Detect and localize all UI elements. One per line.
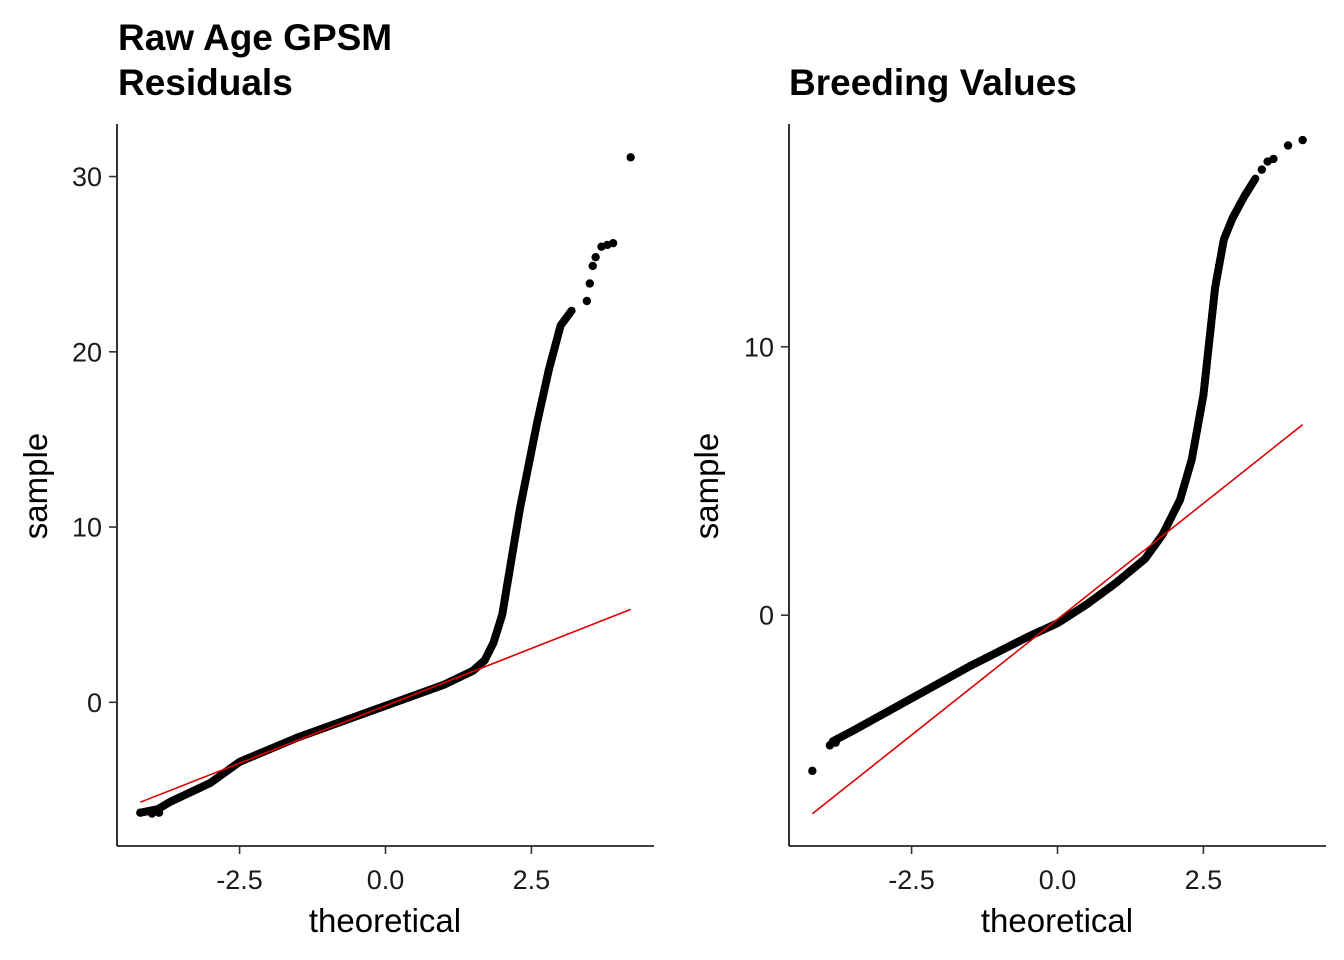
panel1-qq-point: [567, 306, 576, 315]
panel2-x-tick-label: -2.5: [888, 865, 935, 895]
panel1-x-ticks: -2.5 0.0 2.5: [216, 846, 550, 895]
panel2-points: [808, 135, 1307, 776]
panel2-x-tick-label: 2.5: [1185, 865, 1223, 895]
panel1-y-axis-title: sample: [17, 433, 54, 539]
panel2-outlier-point: [1298, 135, 1307, 145]
panel1-outlier-point: [136, 808, 145, 817]
panel2-y-tick-label: 0: [759, 601, 774, 631]
panel2-outlier-point: [1283, 141, 1293, 150]
panel2-y-tick-label: 10: [744, 332, 774, 362]
panel1-x-tick-label: 0.0: [367, 865, 405, 895]
panel1-x-axis-title: theoretical: [309, 902, 461, 939]
panel2-x-tick-label: 0.0: [1039, 865, 1077, 895]
panel2-outlier-point: [1269, 154, 1278, 164]
panel1-outlier-point: [154, 808, 164, 817]
panel2-title: Breeding Values: [789, 62, 1077, 103]
panel1-y-tick-label: 20: [72, 337, 102, 367]
panel-raw-age-residuals: Raw Age GPSM Residuals 0 10 20 30 -2.5 0.0 2.…: [17, 17, 654, 939]
panel1-title-line1: Raw Age GPSM: [118, 17, 392, 58]
panel-breeding-values: Breeding Values 0 10 -2.5 0.0 2.5 theoretic…: [688, 62, 1326, 939]
panel2-outlier-point: [1257, 165, 1266, 174]
panel1-y-ticks: 0 10 20 30: [72, 162, 117, 718]
panel2-outlier-point: [808, 766, 817, 776]
panel1-outlier-point: [582, 296, 592, 306]
panel1-outlier-point: [608, 238, 618, 248]
panel2-x-axis-title: theoretical: [981, 902, 1133, 939]
panel2-outlier-point: [831, 738, 840, 747]
panel2-reference-line: [811, 423, 1304, 815]
panel1-outlier-point: [591, 252, 600, 262]
panel1-outlier-point: [585, 279, 594, 288]
panel1-points: [136, 153, 635, 818]
panel2-y-ticks: 0 10: [744, 332, 789, 631]
panel1-title-line2: Residuals: [118, 62, 293, 103]
panel1-y-tick-label: 30: [72, 162, 102, 192]
panel2-y-axis-title: sample: [688, 433, 725, 539]
panel1-y-tick-label: 10: [72, 513, 102, 543]
panel1-reference-line: [140, 608, 631, 803]
panel1-outlier-point: [588, 261, 597, 271]
panel1-outlier-point: [147, 809, 157, 818]
panel1-y-tick-label: 0: [87, 688, 102, 718]
panel2-qq-point: [1251, 174, 1260, 183]
panel1-x-tick-label: -2.5: [216, 865, 263, 895]
panel2-x-ticks: -2.5 0.0 2.5: [888, 846, 1222, 895]
panel1-x-tick-label: 2.5: [513, 865, 551, 895]
panel1-outlier-point: [626, 153, 635, 162]
